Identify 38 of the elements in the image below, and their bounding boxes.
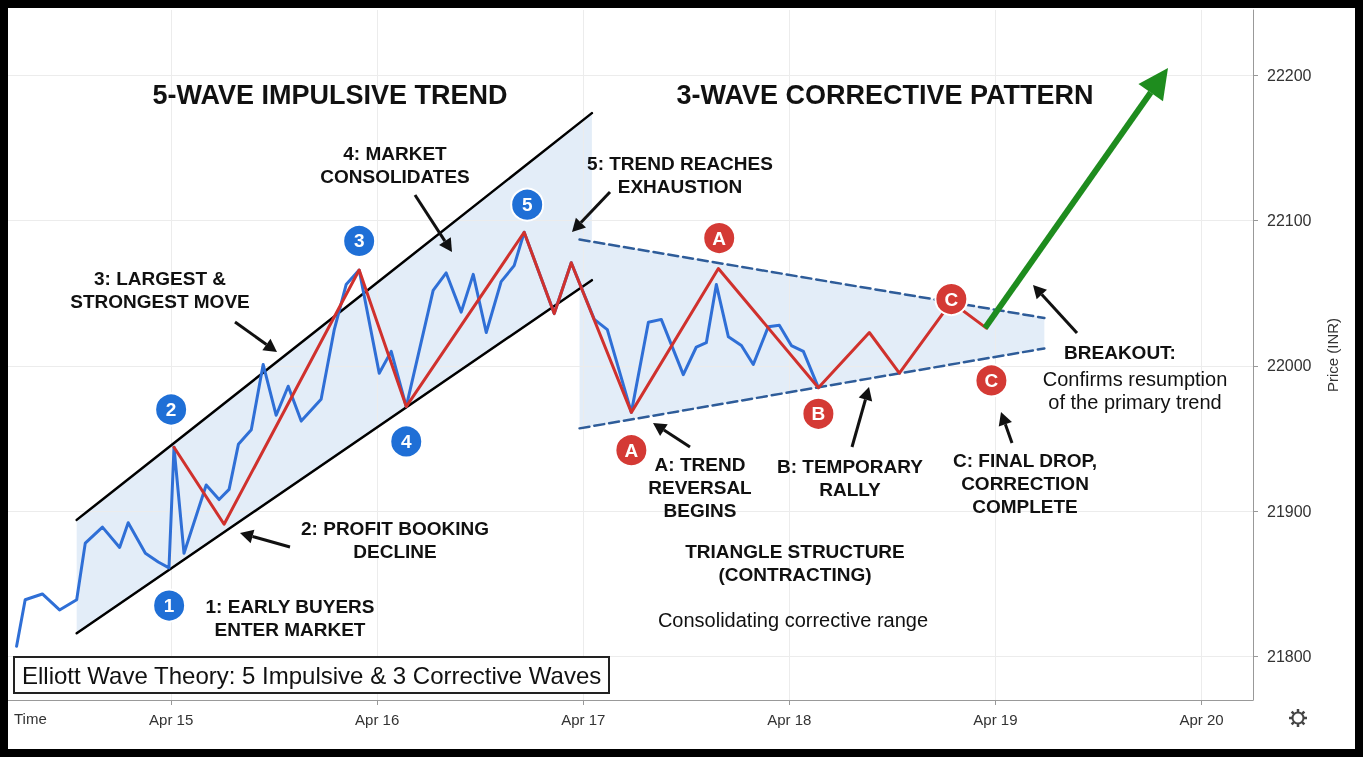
annotation: 3	[353, 230, 365, 252]
y-tick-label: 22000	[1267, 357, 1312, 375]
text: Elliott Wave Theory: 5 Impulsive & 3 Corrective Waves	[22, 661, 602, 689]
annotation: Confirms resumption of the primary trend	[1042, 367, 1228, 413]
y-tick-label: 22100	[1267, 212, 1312, 230]
annotation: 5-WAVE IMPULSIVE TREND	[152, 80, 508, 110]
annotation: A	[624, 439, 639, 461]
annotation: B	[811, 403, 826, 425]
x-tick-label: Apr 16	[355, 711, 400, 728]
x-tick-label: Apr 20	[1179, 711, 1224, 728]
annotation: 5: TREND REACHES EXHAUSTION	[587, 153, 773, 197]
annotation: A	[712, 227, 727, 249]
y-tick-label: 21900	[1267, 502, 1312, 520]
annotation: 2	[165, 398, 177, 420]
annotation: 2: PROFIT BOOKING DECLINE	[301, 518, 489, 562]
annotation: C	[984, 369, 999, 391]
annotation: 3-WAVE CORRECTIVE PATTERN	[676, 80, 1094, 110]
annotation: 5	[521, 194, 533, 216]
annotation: TRIANGLE STRUCTURE (CONTRACTING)	[685, 541, 905, 585]
annotation: 1	[163, 595, 175, 617]
x-tick-label: Apr 19	[973, 711, 1018, 728]
y-tick-label: 22200	[1267, 66, 1312, 84]
x-tick-label: Apr 15	[149, 711, 194, 728]
y-tick-label: 21800	[1267, 647, 1312, 665]
y-axis-title: Price (INR)	[1324, 317, 1341, 393]
annotation: 1: EARLY BUYERS ENTER MARKET	[205, 596, 375, 640]
annotation: 4	[400, 430, 412, 452]
annotation: 4: MARKET CONSOLIDATES	[320, 143, 470, 187]
x-tick-label: Apr 18	[767, 711, 812, 728]
annotation: C	[944, 288, 959, 310]
annotation: A: TREND REVERSAL BEGINS	[648, 453, 753, 521]
annotation: C: FINAL DROP, CORRECTION COMPLETE	[953, 449, 1097, 517]
annotation: BREAKOUT:	[1064, 341, 1176, 363]
annotation: 3: LARGEST & STRONGEST MOVE	[70, 268, 250, 312]
x-axis-title: Time	[14, 710, 47, 727]
annotation: B: TEMPORARY RALLY	[776, 456, 924, 500]
x-tick-label: Apr 17	[561, 711, 606, 728]
annotation: Consolidating corrective range	[657, 609, 929, 631]
